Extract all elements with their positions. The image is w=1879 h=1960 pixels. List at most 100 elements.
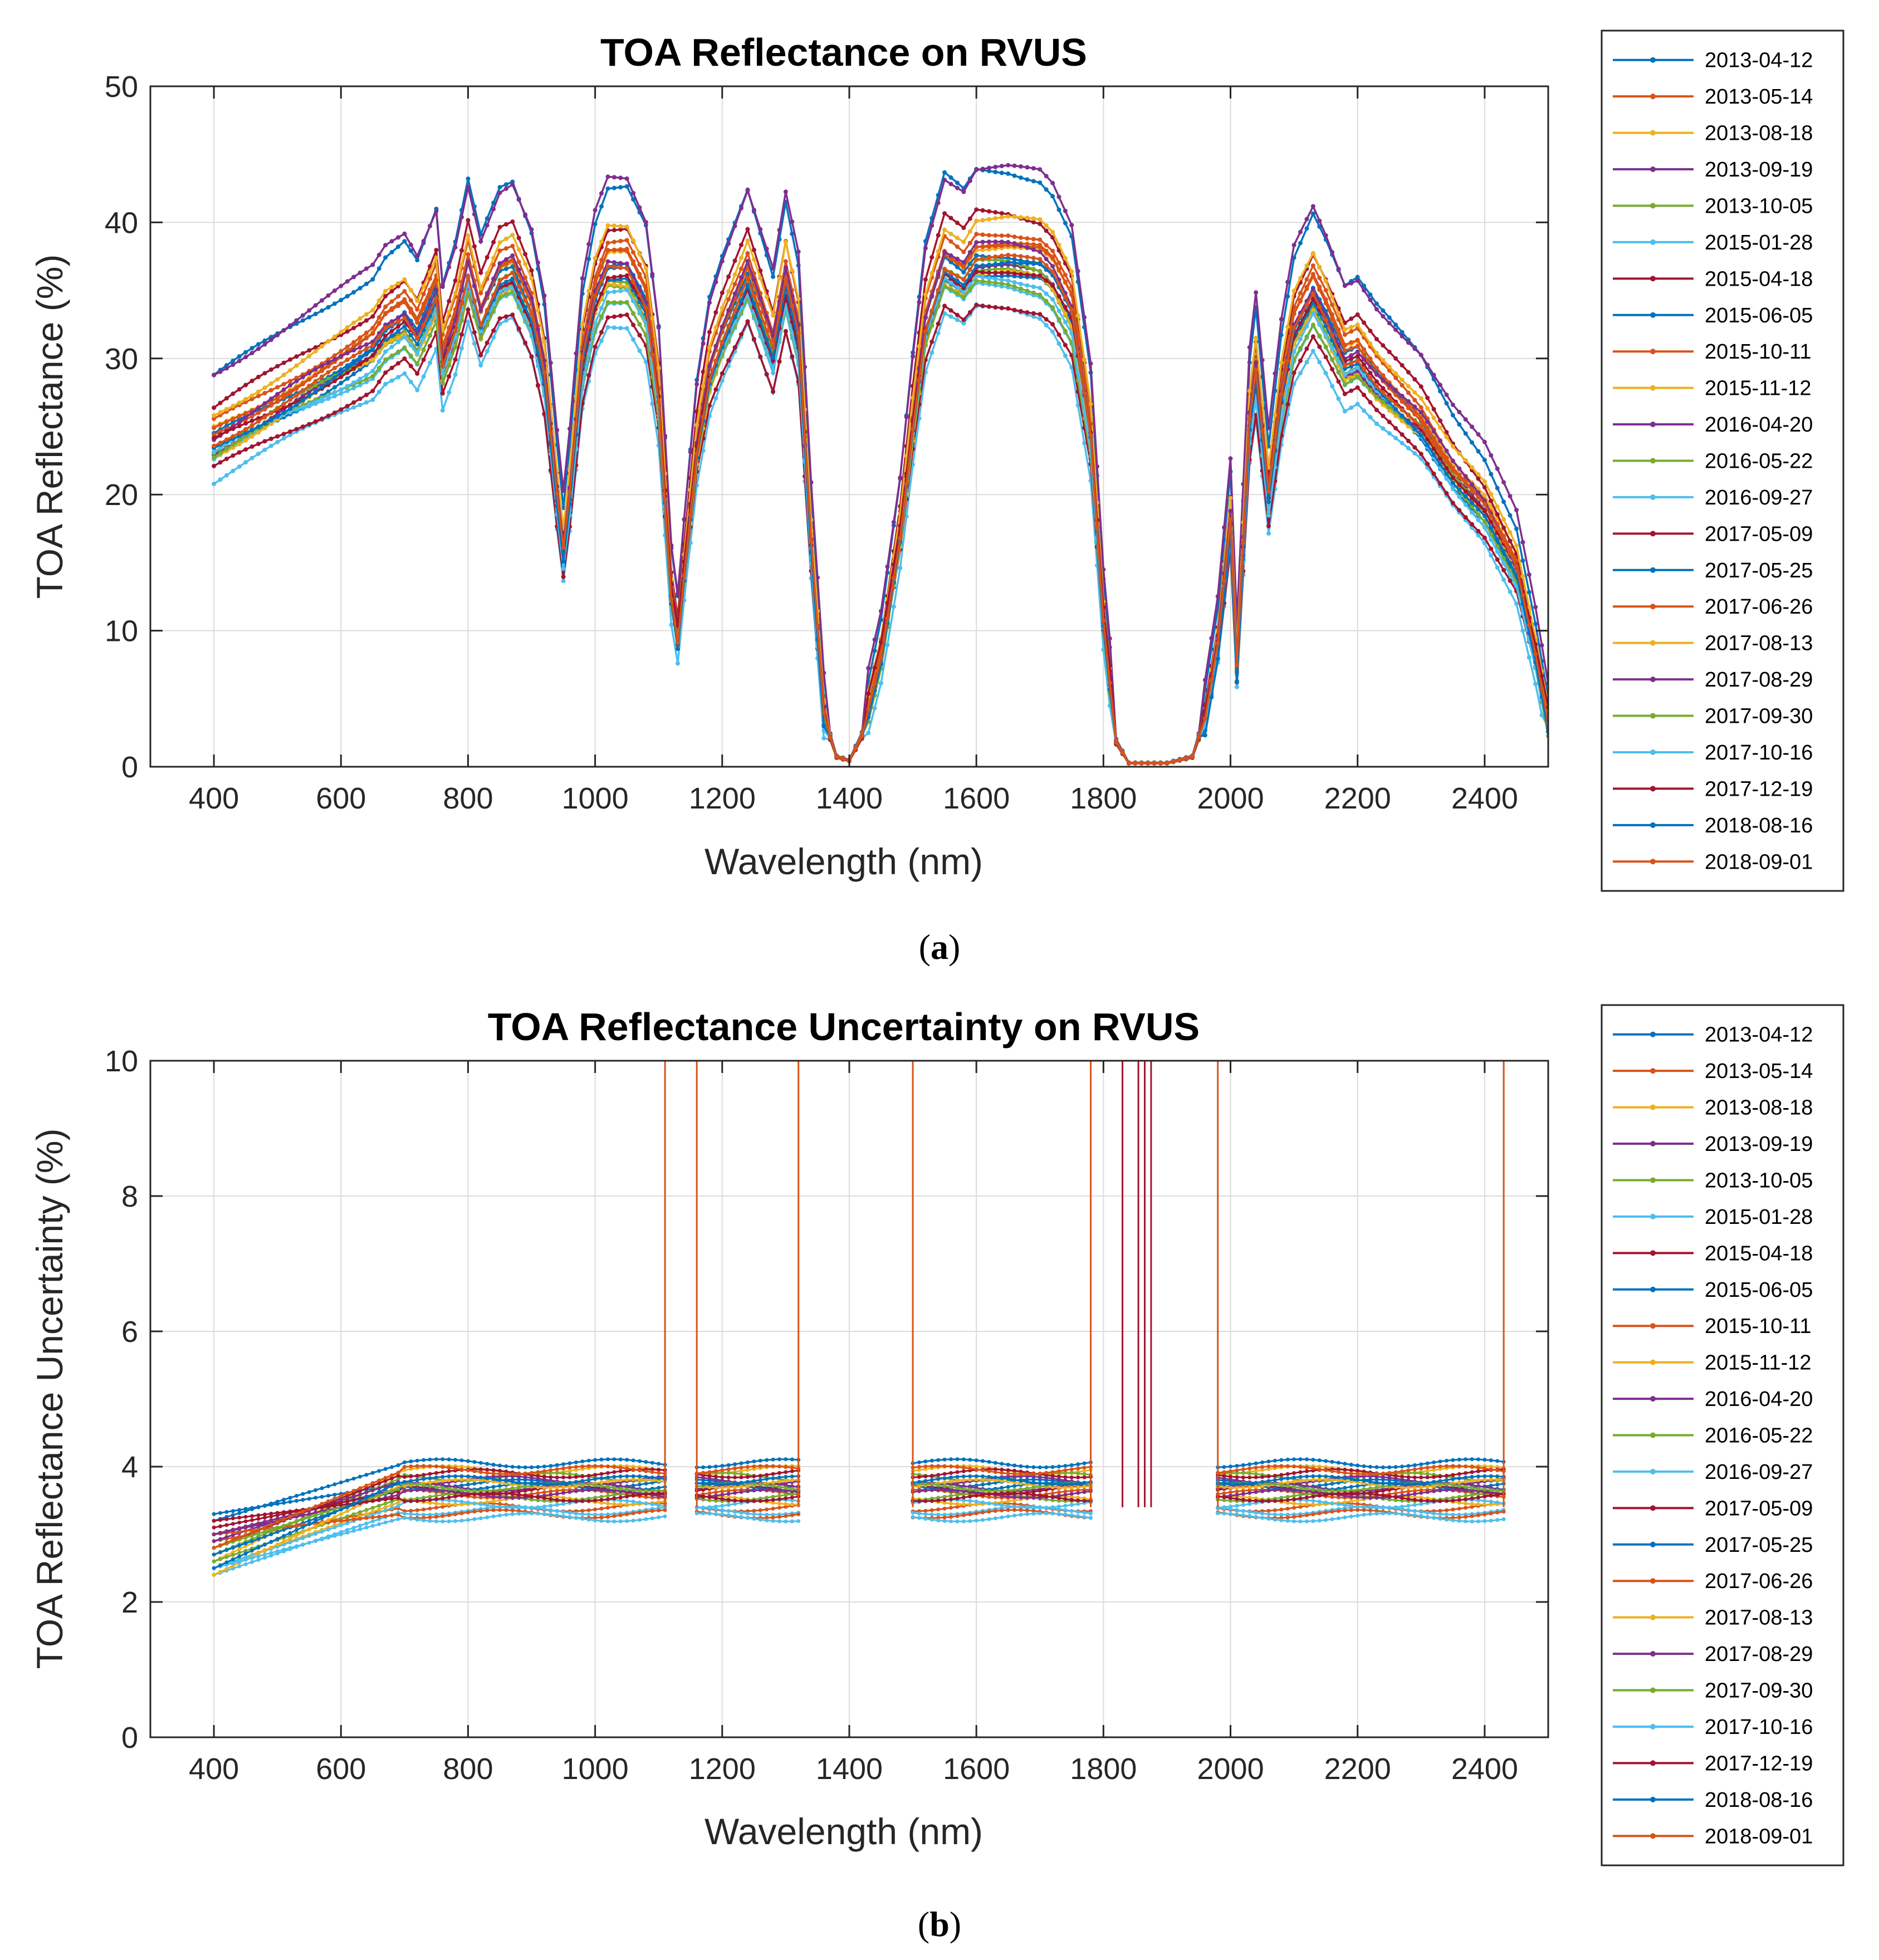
chart-a-point [605,241,610,246]
chart-a-point [1304,286,1309,291]
chart-a-point [980,303,985,308]
chart-a-point [1317,218,1322,223]
chart-a-point [1114,740,1119,744]
chart-a-point [1368,388,1373,393]
chart-a-point [466,291,471,296]
chart-a-point [618,274,623,279]
chart-a-legend-label: 2013-09-19 [1705,158,1813,182]
chart-a-point [1298,337,1303,342]
chart-a-point [497,278,502,283]
chart-a-point [1533,605,1538,610]
chart-a-point [580,276,585,281]
chart-a-point [516,326,521,331]
chart-a-point [313,419,318,424]
chart-a-point [834,754,839,759]
chart-a-point [1317,304,1322,309]
chart-a-point [339,297,344,302]
chart-a-point [1291,311,1296,316]
chart-a-x-tick-label: 2200 [1324,782,1391,815]
chart-a-point [917,378,922,383]
chart-a-point [332,357,337,362]
chart-a-point [358,380,363,384]
chart-a-point [605,186,610,191]
chart-a-point [1235,679,1239,684]
chart-a-point [472,212,477,217]
chart-a-point [1310,291,1315,296]
chart-a-point [320,396,324,401]
chart-a-point [1362,367,1367,372]
chart-a-point [358,356,363,361]
chart-a-point [726,241,731,246]
chart-a-point [453,329,458,333]
chart-a-point [694,382,699,386]
chart-a-point [370,331,375,336]
chart-a-point [1025,272,1030,277]
chart-a-point [1310,322,1315,327]
chart-a-point [478,336,483,341]
chart-a-point [936,331,941,335]
chart-a-point [1323,333,1328,338]
chart-a-point [459,318,464,323]
chart-a-point [624,273,629,278]
chart-a-point [237,430,242,435]
chart-a-point [307,354,312,359]
chart-a-point [523,305,528,310]
chart-a-point [542,358,547,363]
chart-a-point [605,264,610,269]
chart-a-point [1323,371,1328,376]
chart-a-point [320,380,324,384]
chart-a-point [1349,281,1354,286]
chart-a-point [1457,466,1462,471]
chart-a-point [694,451,699,456]
chart-a-point [256,410,261,415]
chart-a-point [1031,261,1036,266]
chart-a-point [402,289,407,294]
chart-a-point [1304,334,1309,339]
chart-a-point [1457,451,1462,456]
chart-a-point [396,244,400,249]
chart-a-point [974,257,979,262]
chart-a-legend-item: 2013-08-18 [1613,122,1813,145]
chart-a-point [1444,435,1449,439]
chart-a-point [1470,522,1475,527]
chart-a-point [1304,263,1309,268]
chart-a-point [503,222,508,227]
chart-a-point [339,391,344,396]
chart-a-point [1457,482,1462,487]
chart-a-point [389,322,394,327]
chart-a-grid [150,86,1548,767]
chart-a-point [1501,577,1506,582]
chart-a-point [256,389,261,394]
chart-a-point [497,190,502,195]
chart-a-point [1075,313,1080,318]
chart-a-point [383,288,388,293]
chart-a-legend-item: 2013-04-12 [1613,49,1813,72]
chart-a-point [485,349,490,354]
chart-a-point [1489,520,1494,525]
chart-a-point [231,445,236,450]
chart-a-point [758,354,763,359]
chart-a-point [1470,440,1475,445]
chart-a-point [1482,525,1487,530]
chart-a-point [376,304,381,309]
chart-a-point [1012,163,1017,168]
chart-a-point [999,271,1004,275]
chart-a-point [1044,298,1049,303]
chart-a-point [764,348,769,353]
chart-a-point [370,277,375,282]
chart-a-point [1412,404,1417,409]
chart-a-point [1336,348,1341,353]
chart-a-point [351,361,356,366]
chart-a-line [213,282,1548,765]
chart-a-point [1038,292,1043,297]
chart-a-point [1304,360,1309,365]
chart-a-point [751,337,756,341]
chart-a-point [376,359,381,364]
chart-a-point [389,333,394,338]
chart-a-point [376,349,381,354]
chart-a-point [1266,531,1271,536]
chart-a-point [1349,325,1354,330]
chart-a-point [243,434,248,439]
chart-a-point [1082,409,1087,414]
chart-a-point [1463,417,1468,422]
